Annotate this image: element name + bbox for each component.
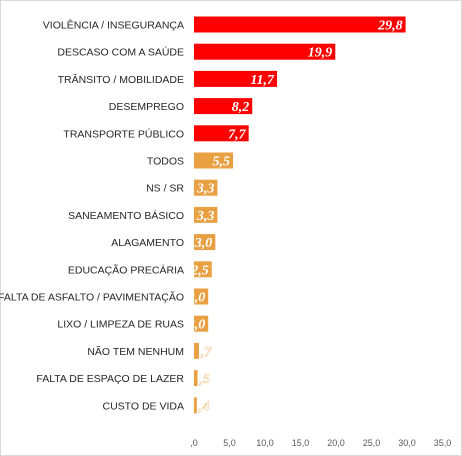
bar <box>194 179 218 196</box>
bar <box>194 70 278 87</box>
bar <box>194 370 198 387</box>
data-label: ,5 <box>199 372 211 387</box>
category-label: CUSTO DE VIDA <box>103 400 185 412</box>
x-tick-label: 25,0 <box>363 438 381 448</box>
x-tick-label: 10,0 <box>256 438 274 448</box>
bar <box>194 261 212 278</box>
category-label: NÃO TEM NENHUM <box>87 345 184 358</box>
data-label: 2,5 <box>190 263 209 278</box>
category-label: TODOS <box>147 156 184 168</box>
data-label: 5,5 <box>213 155 231 170</box>
x-tick-label: 5,0 <box>223 438 236 448</box>
data-label: 8,2 <box>232 100 250 115</box>
category-label: DESCASO COM A SAÚDE <box>57 46 184 59</box>
x-tick-label: 30,0 <box>398 438 416 448</box>
x-tick-label: 35,0 <box>434 438 452 448</box>
bar <box>194 152 234 169</box>
data-label: 7,7 <box>228 127 247 142</box>
bar <box>194 288 209 305</box>
x-tick-label: 15,0 <box>292 438 310 448</box>
category-label: FALTA DE ASFALTO / PAVIMENTAÇÃO <box>0 291 184 304</box>
data-label: 19,9 <box>308 46 333 61</box>
category-label: ALAGAMENTO <box>111 237 184 249</box>
bar <box>194 206 218 223</box>
bar <box>194 16 406 33</box>
data-label: 3,3 <box>196 182 215 197</box>
data-label: 2,0 <box>187 291 206 306</box>
category-label: TRANSPORTE PÚBLICO <box>63 127 184 140</box>
category-label: TRÂNSITO / MOBILIDADE <box>58 73 184 86</box>
data-label: ,4 <box>198 399 210 414</box>
category-label: FALTA DE ESPAÇO DE LAZER <box>36 373 184 385</box>
data-label: 2,0 <box>187 318 206 333</box>
x-tick-label: 20,0 <box>327 438 345 448</box>
bar <box>194 234 216 251</box>
category-label: NS / SR <box>146 183 184 195</box>
x-tick-label: ,0 <box>190 438 198 448</box>
data-label: 11,7 <box>250 73 275 88</box>
bar <box>194 43 336 60</box>
bar <box>194 98 253 115</box>
bar <box>194 125 249 142</box>
category-label: EDUCAÇÃO PRECÁRIA <box>68 263 184 276</box>
bar <box>194 397 197 414</box>
category-label: SANEAMENTO BÁSICO <box>68 209 184 222</box>
bar <box>194 342 199 359</box>
data-label: ,7 <box>200 345 213 360</box>
category-label: LIXO / LIMPEZA DE RUAS <box>57 319 184 331</box>
data-label: 3,0 <box>194 236 213 251</box>
bar <box>194 315 209 332</box>
category-label: VIOLÊNCIA / INSEGURANÇA <box>43 19 184 32</box>
data-label: 3,3 <box>196 209 215 224</box>
category-label: DESEMPREGO <box>109 101 184 113</box>
data-label: 29,8 <box>377 19 403 34</box>
